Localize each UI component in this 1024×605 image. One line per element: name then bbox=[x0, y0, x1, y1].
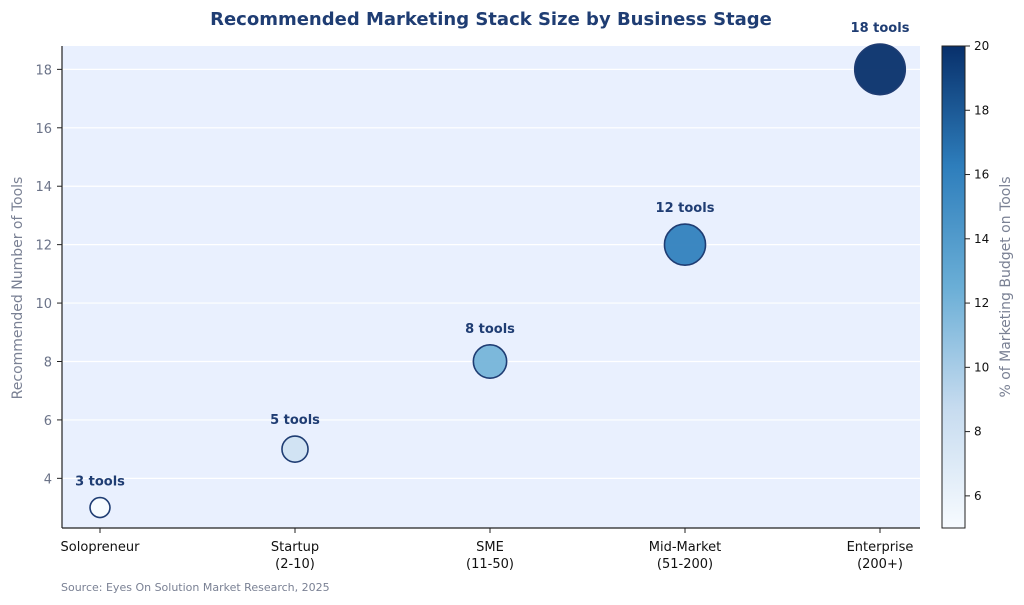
plot-area bbox=[62, 46, 920, 528]
y-axis-ticks: 4 6 8 10 12 14 16 18 bbox=[35, 63, 62, 487]
data-label: 18 tools bbox=[851, 21, 910, 36]
colorbar-tick-label: 8 bbox=[974, 425, 982, 439]
y-tick-label: 10 bbox=[35, 297, 52, 312]
y-axis-label: Recommended Number of Tools bbox=[10, 177, 26, 400]
y-tick-label: 4 bbox=[44, 472, 52, 487]
colorbar bbox=[941, 45, 966, 529]
y-tick-label: 16 bbox=[35, 122, 52, 137]
colorbar-tick-label: 10 bbox=[974, 360, 989, 374]
colorbar-tick-label: 20 bbox=[974, 39, 989, 53]
y-tick-label: 6 bbox=[44, 414, 52, 429]
x-tick-label: Solopreneur bbox=[61, 540, 141, 555]
bubble bbox=[472, 344, 508, 379]
source-note: Source: Eyes On Solution Market Research… bbox=[61, 581, 330, 594]
x-tick-label: Mid-Market (51-200) bbox=[649, 540, 721, 572]
y-tick-label: 8 bbox=[44, 355, 52, 370]
colorbar-tick-label: 14 bbox=[974, 232, 989, 246]
colorbar-ticks: 6 8 10 12 14 16 18 20 bbox=[965, 39, 989, 503]
data-label: 5 tools bbox=[270, 413, 320, 428]
x-tick-label: Enterprise (200+) bbox=[847, 540, 914, 572]
x-tick-label: SME (11-50) bbox=[466, 540, 514, 572]
colorbar-tick-label: 18 bbox=[974, 103, 989, 117]
colorbar-tick-label: 6 bbox=[974, 489, 982, 503]
x-axis-ticks: Solopreneur Startup (2-10) SME (11-50) Mid-Ma… bbox=[61, 528, 914, 572]
y-tick-label: 12 bbox=[35, 239, 52, 254]
y-tick-label: 18 bbox=[35, 63, 52, 78]
bubble bbox=[853, 43, 907, 96]
colorbar-tick-label: 16 bbox=[974, 168, 989, 182]
data-label: 12 tools bbox=[656, 201, 715, 216]
colorbar-label: % of Marketing Budget on Tools bbox=[998, 176, 1014, 397]
colorbar-tick-label: 12 bbox=[974, 296, 989, 310]
bubble bbox=[89, 496, 111, 519]
bubble bbox=[281, 435, 309, 463]
chart-title: Recommended Marketing Stack Size by Busi… bbox=[210, 9, 772, 30]
data-label: 3 tools bbox=[75, 475, 125, 490]
bubble bbox=[663, 223, 707, 266]
data-label: 8 tools bbox=[465, 322, 515, 337]
x-tick-label: Startup (2-10) bbox=[271, 540, 319, 572]
bubbles: 3 tools 5 tools 8 tools 12 tools 18 tools bbox=[75, 21, 910, 519]
y-tick-label: 14 bbox=[35, 180, 52, 195]
